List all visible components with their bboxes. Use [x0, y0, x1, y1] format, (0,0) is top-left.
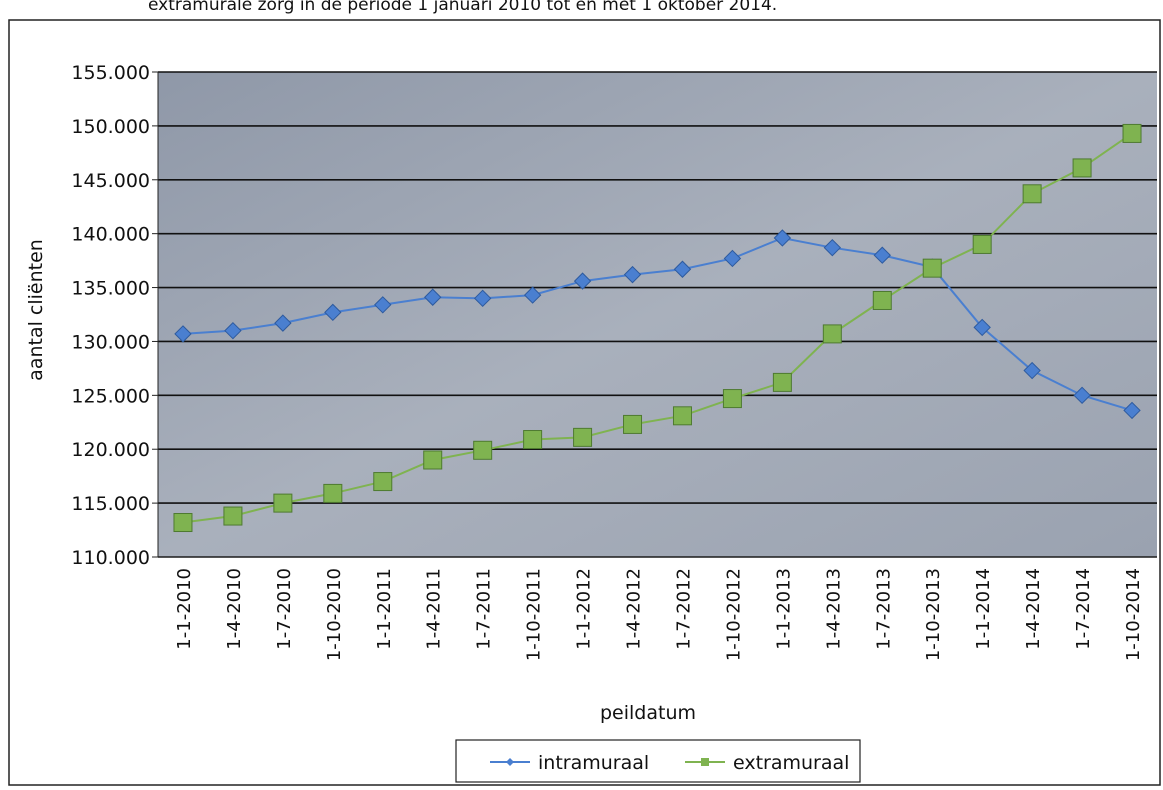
data-point: [1073, 386, 1091, 405]
data-point: [822, 324, 842, 344]
data-point: [673, 260, 692, 278]
data-point: [623, 414, 643, 434]
data-point: [374, 296, 392, 314]
legend-label: intramuraal: [538, 752, 649, 774]
data-point: [1022, 184, 1042, 204]
x-tick-label: 1-7-2011: [474, 568, 495, 650]
data-point: [274, 314, 292, 332]
data-point: [573, 427, 593, 447]
y-tick-label: 155.000: [71, 62, 150, 84]
data-point: [1072, 158, 1092, 178]
y-tick-label: 145.000: [71, 170, 150, 192]
x-tick-label: 1-10-2013: [923, 568, 944, 661]
data-point: [872, 290, 892, 310]
x-tick-label: 1-1-2012: [574, 568, 595, 650]
data-point: [623, 265, 642, 284]
y-axis-label: aantal cliënten: [25, 239, 47, 381]
x-axis-label: peildatum: [600, 702, 696, 724]
x-tick-label: 1-4-2014: [1023, 568, 1044, 650]
y-tick-label: 115.000: [71, 493, 150, 515]
x-tick-label: 1-7-2012: [673, 568, 694, 650]
data-point: [323, 483, 343, 503]
x-tick-label: 1-1-2013: [773, 568, 794, 650]
data-point: [573, 272, 592, 290]
data-point: [373, 472, 393, 492]
data-point: [723, 249, 742, 268]
data-point: [473, 289, 492, 308]
y-tick-label: 125.000: [71, 385, 150, 407]
data-point: [1123, 401, 1141, 420]
data-point: [672, 406, 692, 426]
data-point: [873, 246, 891, 264]
data-point: [324, 303, 342, 322]
data-point: [223, 506, 243, 526]
x-tick-label: 1-7-2010: [274, 568, 295, 650]
chart-title: extramurale zorg in de periode 1 januari…: [148, 0, 777, 15]
legend-marker: [701, 758, 709, 766]
x-tick-label: 1-7-2013: [873, 568, 894, 650]
x-tick-label: 1-10-2011: [524, 568, 545, 661]
chart-frame: [8, 19, 1161, 786]
x-tick-label: 1-10-2014: [1123, 568, 1144, 661]
x-tick-label: 1-10-2010: [324, 568, 345, 661]
x-tick-label: 1-4-2012: [624, 568, 645, 650]
data-point: [523, 430, 543, 450]
data-point: [722, 389, 742, 409]
legend-marker: [506, 758, 514, 766]
y-tick-label: 135.000: [71, 278, 150, 300]
x-tick-label: 1-7-2014: [1073, 568, 1094, 650]
data-point: [273, 493, 293, 513]
data-point: [1122, 123, 1142, 143]
data-point: [424, 288, 442, 306]
plot-area: [158, 72, 1157, 557]
x-tick-label: 1-1-2010: [174, 568, 195, 650]
data-point: [174, 325, 192, 343]
x-tick-label: 1-1-2011: [374, 568, 395, 650]
y-tick-label: 150.000: [71, 116, 150, 138]
data-point: [173, 513, 193, 533]
x-tick-label: 1-4-2013: [823, 568, 844, 650]
data-point: [224, 321, 242, 340]
data-point: [972, 234, 992, 254]
data-point: [473, 440, 493, 460]
data-point: [772, 372, 792, 392]
data-point: [823, 238, 842, 257]
x-tick-label: 1-1-2014: [973, 568, 994, 650]
series-line: [182, 236, 1133, 412]
data-point: [773, 229, 792, 247]
y-tick-label: 140.000: [71, 224, 150, 246]
x-tick-label: 1-4-2011: [424, 568, 445, 650]
y-tick-label: 130.000: [71, 331, 150, 353]
y-tick-label: 120.000: [71, 439, 150, 461]
data-point: [523, 286, 542, 304]
data-point: [423, 450, 443, 470]
data-point: [922, 258, 942, 278]
x-tick-label: 1-10-2012: [723, 568, 744, 661]
y-tick-label: 110.000: [71, 547, 150, 569]
data-point: [973, 318, 991, 337]
data-point: [1023, 361, 1041, 380]
x-tick-label: 1-4-2010: [224, 568, 245, 650]
legend-label: extramuraal: [733, 752, 849, 774]
